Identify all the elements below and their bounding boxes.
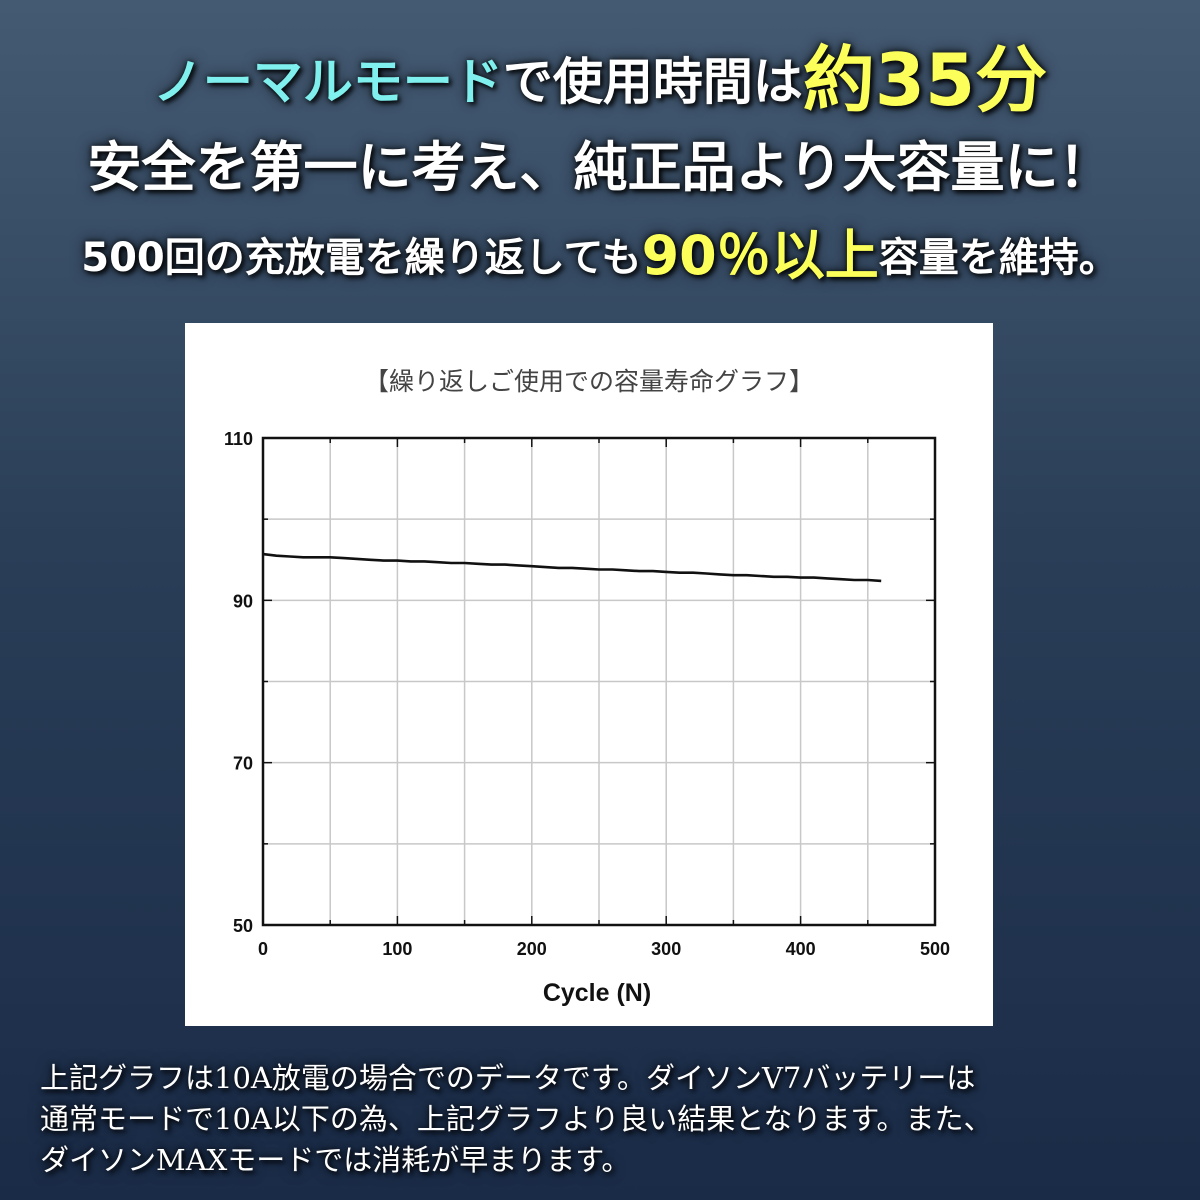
chart-title: 【繰り返しご使用での容量寿命グラフ】 <box>364 367 814 396</box>
headline-cycles-start: 500回の充放電を繰り返しても <box>81 235 642 281</box>
y-tick-label: 50 <box>233 916 253 936</box>
headline-capacity: 安全を第一に考え、純正品より大容量に！ <box>87 136 1113 199</box>
x-tick-label: 200 <box>517 939 547 959</box>
y-tick-label: 90 <box>233 591 253 611</box>
headline-cycles-end: 容量を維持。 <box>878 235 1119 281</box>
y-tick-label: 70 <box>233 754 253 774</box>
headline-runtime-text: で使用時間は <box>502 53 803 111</box>
headline-runtime: ノーマルモードで使用時間は約35分 <box>0 40 1200 122</box>
chart-grid <box>263 438 935 925</box>
headline-mode-text: ノーマルモード <box>152 53 503 111</box>
capacity-series-line <box>262 552 882 583</box>
x-tick-label: 300 <box>651 939 681 959</box>
chart-series <box>262 552 882 583</box>
x-tick-label: 500 <box>920 939 950 959</box>
plot-frame <box>261 436 937 927</box>
chart-panel: 【繰り返しご使用での容量寿命グラフ】 0 100 200 300 400 500 110 90… <box>185 323 993 1026</box>
x-tick-label: 400 <box>786 939 816 959</box>
x-axis-label: Cycle (N) <box>543 979 651 1007</box>
chart-axes: 0 100 200 300 400 500 110 90 70 50 <box>224 429 950 959</box>
x-tick-label: 0 <box>258 939 268 959</box>
y-tick-label: 110 <box>224 429 253 449</box>
headline-cycles-percent: 90％以上 <box>641 224 879 287</box>
headline-runtime-value: 約35分 <box>802 38 1048 122</box>
headline-cycles: 500回の充放電を繰り返しても90％以上容量を維持。 <box>0 223 1200 291</box>
capacity-life-chart: 【繰り返しご使用での容量寿命グラフ】 0 100 200 300 400 500 110 90… <box>224 367 950 1007</box>
x-tick-label: 100 <box>382 939 412 959</box>
footnote-text: 上記グラフは10A放電の場合でのデータです。ダイソンV7バッテリーは 通常モード… <box>40 1061 993 1177</box>
